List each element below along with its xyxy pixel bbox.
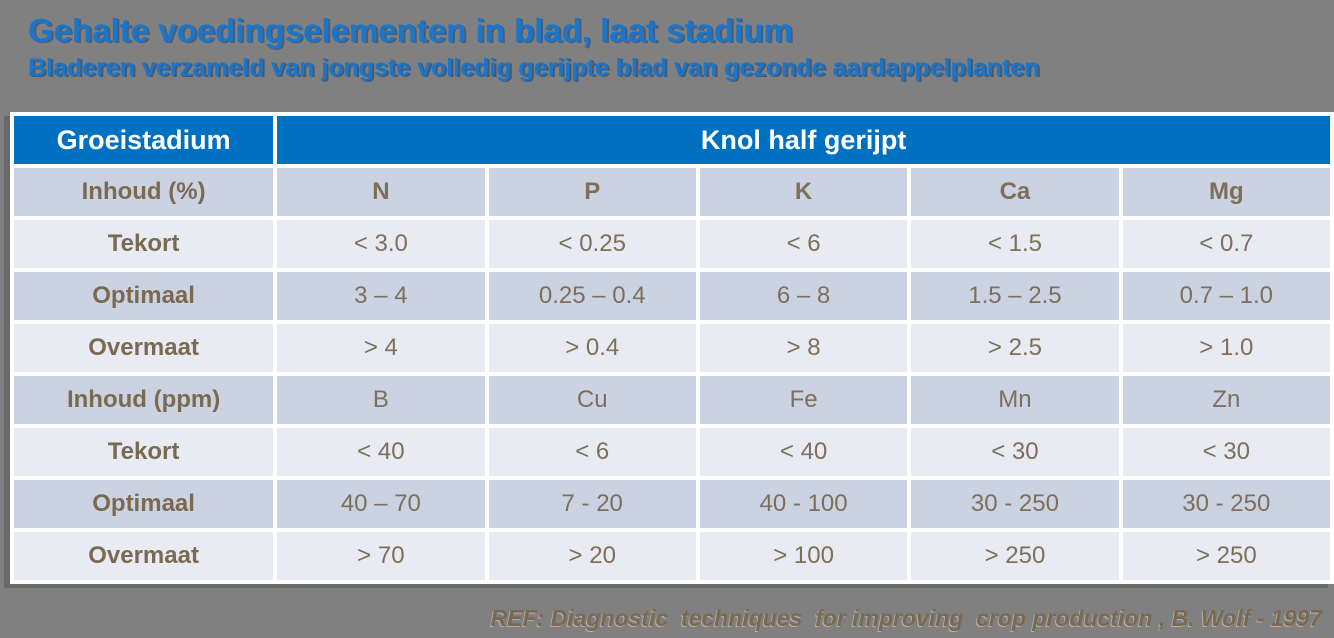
value-cell: B [277,376,485,424]
value-cell: 30 - 250 [1122,480,1330,528]
value-cell: 30 - 250 [911,480,1119,528]
value-cell: Ca [911,168,1119,216]
row-label-cell: Inhoud (ppm) [14,376,274,424]
value-cell: < 6 [699,220,908,268]
value-cell: 7 - 20 [488,480,696,528]
title-block: Gehalte voedingselementen in blad, laat … [28,10,1039,83]
page-subtitle: Bladeren verzameld van jongste volledig … [28,54,1040,83]
table-row: Overmaat > 4 > 0.4 > 8 > 2.5 > 1.0 [14,324,1330,372]
value-cell: < 40 [699,428,908,476]
value-cell: > 100 [699,532,908,580]
reference-citation: REF: Diagnostic techniques for improving… [490,605,1322,631]
value-cell: 1.5 – 2.5 [911,272,1119,320]
table-header-row: Groeistadium Knol half gerijpt [14,116,1330,164]
value-cell: < 30 [911,428,1119,476]
value-cell: < 0.25 [488,220,696,268]
value-cell: Fe [699,376,908,424]
nutrient-table-body: Inhoud (%) N P K Ca Mg Tekort < 3.0 < 0.25 < 6 < 1… [14,168,1330,580]
value-cell: Cu [488,376,696,424]
table-row: Optimaal 40 – 70 7 - 20 40 - 100 30 - 250 30 … [14,480,1330,528]
value-cell: > 70 [277,532,485,580]
row-label-cell: Optimaal [14,272,274,320]
row-label-cell: Optimaal [14,480,274,528]
row-label-cell: Inhoud (%) [14,168,274,216]
value-cell: > 250 [911,532,1119,580]
table-row: Overmaat > 70 > 20 > 100 > 250 > 250 [14,532,1330,580]
value-cell: 0.7 – 1.0 [1122,272,1330,320]
table-row: Tekort < 3.0 < 0.25 < 6 < 1.5 < 0.7 [14,220,1330,268]
value-cell: K [699,168,908,216]
value-cell: Mg [1122,168,1330,216]
header-cell-knol-half-gerijpt: Knol half gerijpt [277,116,1330,164]
value-cell: 6 – 8 [699,272,908,320]
value-cell: P [488,168,696,216]
row-label-cell: Tekort [14,220,274,268]
row-label-cell: Tekort [14,428,274,476]
nutrient-table-container: Groeistadium Knol half gerijpt Inhoud (%… [10,112,1334,584]
value-cell: < 1.5 [911,220,1119,268]
value-cell: Zn [1122,376,1330,424]
value-cell: Mn [911,376,1119,424]
header-cell-groeistadium: Groeistadium [14,116,274,164]
value-cell: < 3.0 [277,220,485,268]
table-row: Inhoud (ppm) B Cu Fe Mn Zn [14,376,1330,424]
value-cell: 0.25 – 0.4 [488,272,696,320]
value-cell: > 1.0 [1122,324,1330,372]
value-cell: < 40 [277,428,485,476]
row-label-cell: Overmaat [14,532,274,580]
nutrient-table: Groeistadium Knol half gerijpt Inhoud (%… [10,112,1334,584]
value-cell: < 0.7 [1122,220,1330,268]
value-cell: > 4 [277,324,485,372]
table-row: Inhoud (%) N P K Ca Mg [14,168,1330,216]
value-cell: < 30 [1122,428,1330,476]
row-label-cell: Overmaat [14,324,274,372]
value-cell: > 20 [488,532,696,580]
value-cell: > 2.5 [911,324,1119,372]
table-row: Tekort < 40 < 6 < 40 < 30 < 30 [14,428,1330,476]
value-cell: > 250 [1122,532,1330,580]
table-row: Optimaal 3 – 4 0.25 – 0.4 6 – 8 1.5 – 2.5 0.7… [14,272,1330,320]
value-cell: N [277,168,485,216]
value-cell: > 8 [699,324,908,372]
page-title: Gehalte voedingselementen in blad, laat … [28,12,793,49]
value-cell: 40 - 100 [699,480,908,528]
value-cell: 40 – 70 [277,480,485,528]
value-cell: < 6 [488,428,696,476]
value-cell: 3 – 4 [277,272,485,320]
value-cell: > 0.4 [488,324,696,372]
